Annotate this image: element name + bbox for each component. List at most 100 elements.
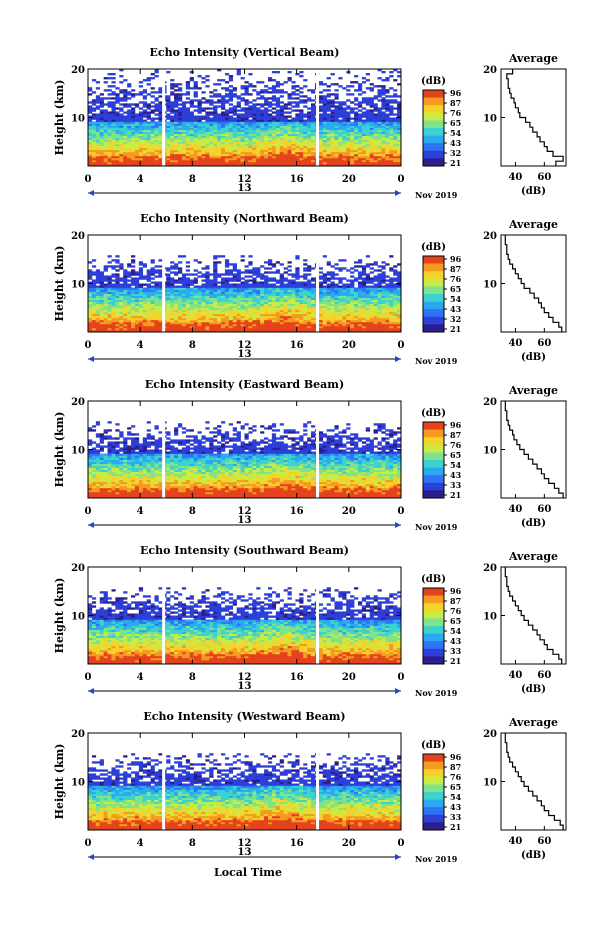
- heatmap-cell: [88, 287, 93, 290]
- heatmap-cell: [154, 105, 159, 108]
- heatmap-cell: [95, 327, 101, 331]
- heatmap-cell: [326, 317, 331, 321]
- heatmap-cell: [123, 127, 128, 130]
- heatmap-cell: [213, 263, 218, 266]
- heatmap-cell: [107, 311, 112, 315]
- heatmap-cell: [338, 321, 343, 325]
- panel-1: Echo Intensity (Vertical Beam)Height (km…: [53, 46, 567, 200]
- heatmap-cell: [115, 93, 120, 96]
- heatmap-cell: [381, 147, 386, 151]
- heatmap-cell: [381, 93, 386, 96]
- heatmap-cell: [213, 285, 218, 288]
- heatmap-cell: [181, 131, 187, 134]
- heatmap-cell: [256, 293, 261, 296]
- heatmap-cell: [389, 131, 394, 134]
- heatmap-cell: [326, 89, 331, 92]
- heatmap-cell: [264, 329, 269, 333]
- heatmap-cell: [256, 129, 261, 132]
- heatmap-cell: [138, 117, 144, 120]
- heatmap-cell: [342, 123, 347, 126]
- heatmap-cell: [303, 127, 308, 130]
- heatmap-cell: [91, 303, 97, 307]
- heatmap-cell: [209, 139, 214, 143]
- heatmap-cell: [342, 309, 347, 313]
- heatmap-cell: [287, 287, 292, 290]
- heatmap-cell: [338, 267, 343, 270]
- heatmap-cell: [181, 115, 187, 118]
- heatmap-cell: [181, 275, 187, 278]
- heatmap-cell: [232, 123, 237, 126]
- heatmap-cell: [260, 301, 265, 305]
- heatmap-cell: [256, 145, 261, 149]
- heatmap-cell: [295, 277, 300, 280]
- heatmap-cell: [279, 129, 284, 132]
- heatmap-cell: [115, 259, 120, 262]
- heatmap-cell: [91, 121, 97, 124]
- heatmap-cell: [158, 315, 163, 319]
- heatmap-cell: [248, 299, 253, 302]
- heatmap-cell: [248, 287, 253, 290]
- heatmap-cell: [326, 153, 331, 157]
- heatmap-cell: [142, 283, 147, 286]
- heatmap-cell: [311, 295, 316, 298]
- heatmap-cell: [260, 103, 265, 106]
- heatmap-cell: [307, 281, 312, 284]
- heatmap-cell: [240, 321, 245, 325]
- heatmap-cell: [95, 149, 101, 153]
- heatmap-cell: [279, 109, 284, 112]
- heatmap-cell: [264, 325, 269, 329]
- heatmap-cell: [134, 163, 140, 167]
- heatmap-cell: [174, 93, 179, 96]
- heatmap-cell: [354, 289, 359, 292]
- heatmap-cell: [213, 117, 218, 120]
- heatmap-cell: [146, 323, 151, 327]
- heatmap-cell: [334, 143, 339, 147]
- heatmap-cell: [111, 135, 116, 139]
- heatmap-cell: [381, 133, 386, 136]
- heatmap-cell: [158, 119, 163, 122]
- heatmap-cell: [111, 311, 116, 315]
- heatmap-cell: [154, 109, 159, 112]
- heatmap-cell: [346, 117, 351, 120]
- heatmap-cell: [127, 129, 132, 132]
- heatmap-cell: [271, 103, 277, 106]
- heatmap-cell: [127, 123, 132, 126]
- heatmap-cell: [279, 155, 284, 159]
- heatmap-cell: [142, 321, 147, 325]
- heatmap-cell: [142, 143, 147, 147]
- heatmap-cell: [201, 131, 206, 134]
- heatmap-cell: [256, 283, 261, 286]
- heatmap-cell: [279, 277, 284, 280]
- heatmap-cell: [91, 145, 97, 149]
- heatmap-cell: [111, 295, 116, 298]
- heatmap-cell: [127, 115, 132, 118]
- heatmap-cell: [389, 149, 394, 153]
- heatmap-cell: [342, 137, 347, 141]
- heatmap-cell: [138, 291, 144, 294]
- heatmap-cell: [213, 145, 218, 149]
- heatmap-cell: [115, 287, 120, 290]
- heatmap-cell: [295, 155, 300, 159]
- heatmap-cell: [123, 93, 128, 96]
- heatmap-cell: [377, 121, 382, 124]
- heatmap-cell: [205, 311, 210, 315]
- heatmap-cell: [99, 153, 104, 157]
- heatmap-cell: [134, 139, 140, 143]
- heatmap-cell: [170, 93, 175, 96]
- heatmap-cell: [158, 113, 163, 116]
- heatmap-cell: [295, 271, 300, 274]
- heatmap-cell: [185, 149, 191, 153]
- heatmap-cell: [275, 163, 281, 167]
- heatmap-cell: [350, 131, 355, 134]
- heatmap-cell: [232, 163, 237, 167]
- heatmap-cell: [123, 317, 128, 321]
- heatmap-cell: [236, 293, 241, 296]
- heatmap-cell: [115, 303, 120, 307]
- heatmap-cell: [177, 295, 183, 298]
- heatmap-cell: [185, 317, 191, 321]
- heatmap-cell: [197, 137, 202, 141]
- heatmap-cell: [146, 299, 151, 302]
- heatmap-cell: [279, 89, 284, 92]
- heatmap-cell: [158, 89, 163, 92]
- heatmap-cell: [307, 293, 312, 296]
